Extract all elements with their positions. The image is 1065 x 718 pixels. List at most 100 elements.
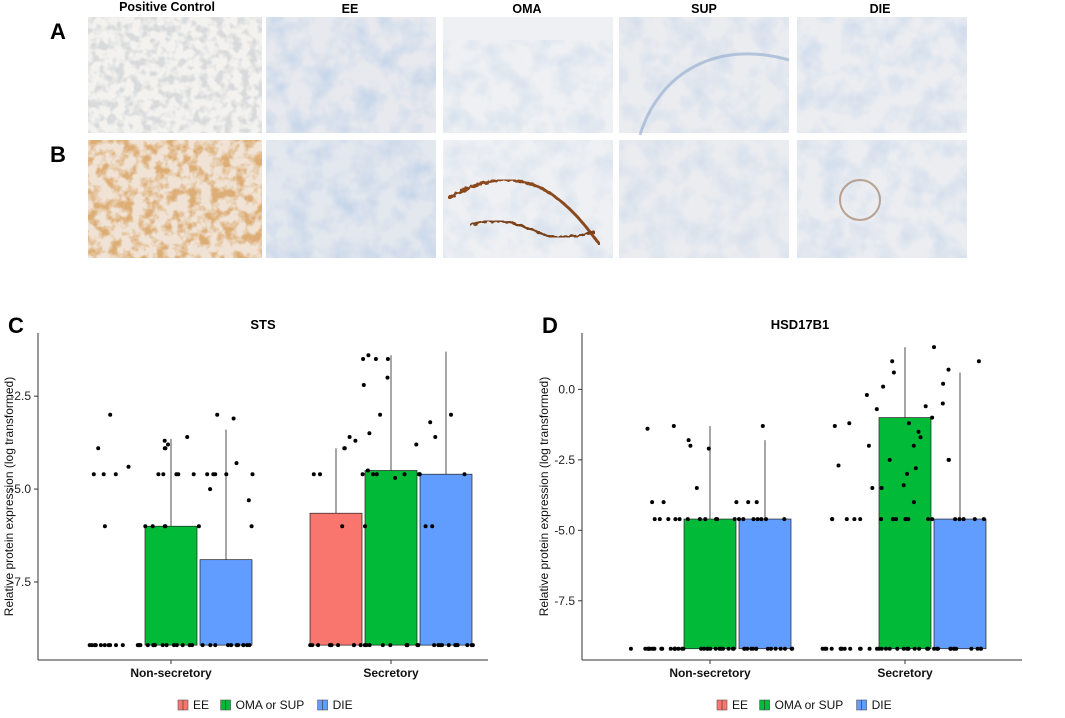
x-tick-label: Non-secretory	[669, 666, 751, 680]
data-point	[713, 646, 718, 651]
data-point	[415, 643, 420, 648]
bar	[199, 559, 253, 646]
data-point	[905, 471, 909, 476]
data-point	[906, 646, 911, 651]
data-point	[789, 646, 794, 651]
data-point	[895, 646, 900, 651]
x-tick-label: Non-secretory	[130, 666, 212, 680]
data-point	[185, 435, 190, 439]
data-point	[145, 643, 150, 648]
data-point	[364, 643, 369, 648]
data-point	[852, 517, 857, 522]
data-point	[754, 500, 759, 505]
micrograph-b-die	[797, 140, 967, 258]
data-point	[101, 472, 106, 477]
data-point	[930, 415, 935, 420]
y-axis-label: Relative protein expression (log transfo…	[2, 377, 16, 616]
column-title-sup: SUP	[691, 2, 717, 16]
data-point	[913, 466, 918, 471]
data-point	[894, 517, 899, 522]
legend-label: EE	[193, 698, 209, 712]
data-point	[342, 446, 347, 451]
data-point	[703, 517, 708, 522]
data-point	[650, 500, 655, 505]
data-point	[975, 646, 980, 651]
data-point	[358, 643, 363, 648]
data-point	[98, 643, 103, 648]
data-point	[108, 412, 113, 417]
data-point	[316, 643, 321, 648]
data-point	[340, 524, 345, 529]
data-point	[750, 646, 755, 651]
data-point	[380, 643, 385, 648]
data-point	[628, 646, 633, 651]
row-label-b: B	[50, 142, 66, 167]
data-point	[208, 643, 213, 648]
data-point	[916, 429, 921, 434]
y-tick-label: -2.5	[10, 389, 31, 403]
data-point	[405, 643, 410, 648]
data-point	[901, 483, 906, 488]
data-point	[765, 646, 770, 651]
data-point	[702, 646, 707, 651]
data-point	[721, 646, 725, 651]
data-point	[657, 517, 662, 522]
data-point	[829, 646, 834, 651]
data-point	[926, 646, 931, 651]
data-point	[879, 646, 884, 651]
data-point	[367, 643, 372, 648]
data-point	[393, 475, 398, 480]
y-tick-label: -2.5	[554, 453, 575, 467]
data-point	[940, 401, 945, 406]
bar	[933, 518, 987, 650]
data-point	[706, 446, 711, 451]
data-point	[742, 646, 747, 651]
data-point	[948, 646, 953, 651]
data-point	[318, 472, 322, 477]
data-point	[904, 517, 908, 522]
data-point	[215, 412, 220, 417]
data-point	[310, 643, 315, 648]
data-point	[113, 472, 118, 477]
data-point	[946, 367, 951, 372]
data-point	[361, 357, 366, 361]
micrograph-b-ee	[266, 140, 436, 258]
micrograph-a-ee	[266, 17, 436, 133]
data-point	[432, 643, 437, 648]
data-point	[166, 442, 170, 447]
data-point	[881, 384, 886, 389]
data-point	[374, 472, 379, 477]
micrograph-a-sup	[619, 17, 790, 136]
data-point	[226, 643, 230, 648]
data-point	[208, 487, 213, 492]
data-point	[730, 646, 735, 651]
data-point	[891, 517, 895, 522]
data-point	[163, 446, 168, 451]
data-point	[249, 524, 254, 529]
bar	[309, 512, 363, 646]
data-point	[981, 517, 986, 522]
y-tick-label: -7.5	[10, 575, 31, 589]
legend-label: DIE	[333, 698, 353, 712]
data-point	[844, 517, 849, 522]
data-point	[150, 524, 155, 529]
data-point	[842, 646, 847, 651]
data-point	[470, 643, 475, 648]
data-point	[680, 646, 685, 651]
chart-title: HSD17B1	[771, 317, 830, 332]
legend-label: OMA or SUP	[236, 698, 305, 712]
data-point	[102, 643, 107, 648]
data-point	[926, 517, 931, 522]
data-point	[156, 472, 161, 477]
data-point	[870, 486, 875, 490]
data-point	[734, 500, 739, 505]
data-point	[887, 457, 892, 462]
column-title-positive-control: Positive Control	[119, 0, 215, 14]
data-point	[120, 643, 125, 648]
data-point	[764, 517, 768, 522]
data-point	[241, 643, 246, 648]
data-point	[751, 517, 756, 522]
micrograph-a-positive-control	[88, 17, 262, 133]
data-point	[96, 446, 101, 451]
column-title-ee: EE	[342, 2, 359, 16]
